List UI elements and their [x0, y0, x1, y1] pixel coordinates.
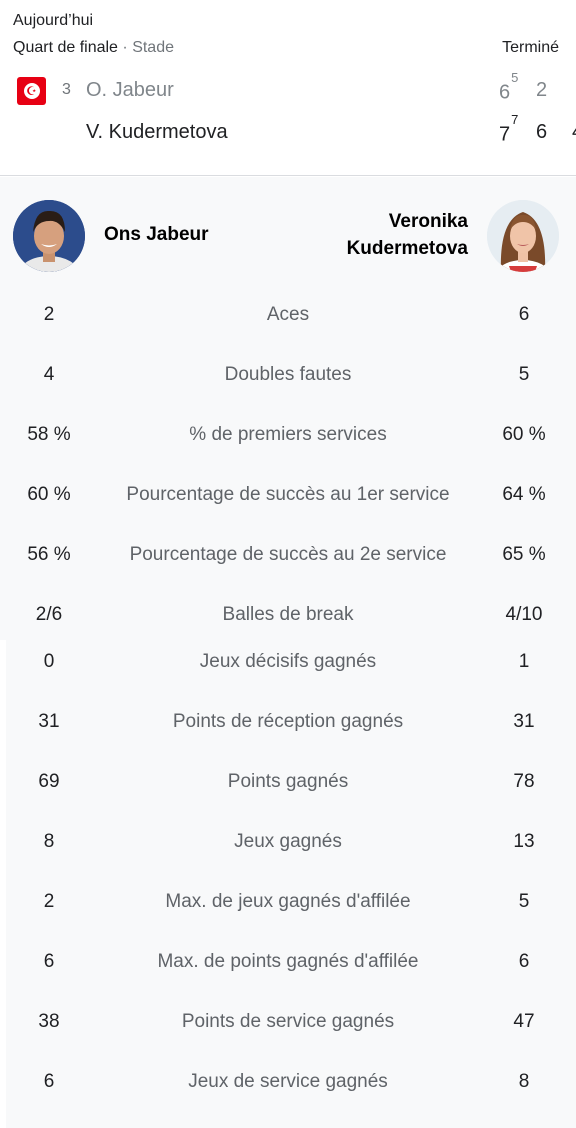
stat-right-value: 8 [518, 1071, 530, 1092]
stat-left-value: 56 % [27, 544, 71, 565]
stat-right-value: 5 [518, 364, 530, 385]
stat-row: 4 Doubles fautes 5 [0, 364, 576, 394]
stat-right-value: 13 [513, 831, 535, 852]
player1-set1-score: 65 [499, 70, 518, 105]
stat-row: 8 Jeux gagnés 13 [0, 831, 576, 861]
player-left-avatar[interactable] [13, 200, 85, 272]
stat-row: 60 % Pourcentage de succès au 1er service… [0, 484, 576, 514]
stat-left-value: 69 [38, 771, 60, 792]
stat-right-value: 78 [513, 771, 535, 792]
separator: · [122, 39, 128, 56]
stat-row: 31 Points de réception gagnés 31 [0, 711, 576, 741]
stat-row: 56 % Pourcentage de succès au 2e service 6… [0, 544, 576, 574]
stat-left-value: 38 [38, 1011, 60, 1032]
stat-right-value: 65 % [502, 544, 546, 565]
stat-label: Pourcentage de succès au 2e service [129, 544, 447, 565]
stat-row: 2 Max. de jeux gagnés d'affilée 5 [0, 891, 576, 921]
player2-set1-score: 77 [499, 112, 518, 147]
stat-left-value: 8 [43, 831, 55, 852]
stat-right-value: 6 [518, 304, 530, 325]
stat-row: 38 Points de service gagnés 47 [0, 1011, 576, 1041]
stat-label: Jeux de service gagnés [188, 1071, 388, 1092]
stat-right-value: 47 [513, 1011, 535, 1032]
stat-label: Aces [266, 304, 310, 325]
stat-right-value: 64 % [502, 484, 546, 505]
player-right-avatar[interactable] [487, 200, 559, 272]
tunisia-flag-icon: ☪ [17, 77, 46, 105]
player-right-name: Veronika Kudermetova [288, 208, 468, 262]
stat-right-value: 5 [518, 891, 530, 912]
stat-row: 2/6 Balles de break 4/10 [0, 604, 576, 634]
player2-set3-score: 4 [572, 121, 576, 144]
stat-label: % de premiers services [189, 424, 387, 445]
stat-right-value: 60 % [502, 424, 546, 445]
player1-set1-games: 6 [499, 81, 511, 104]
player1-set2-score: 2 [536, 79, 548, 101]
stat-left-value: 60 % [27, 484, 71, 505]
stat-label: Balles de break [222, 604, 354, 625]
stats-panel: Ons Jabeur Veronika Kudermetova 2 Aces 6 4 D… [0, 177, 576, 1128]
stat-row: 69 Points gagnés 78 [0, 771, 576, 801]
round-label: Quart de finale [13, 39, 118, 56]
match-status: Terminé [502, 39, 559, 56]
stat-right-value: 6 [518, 951, 530, 972]
stage-label: Stade [132, 39, 174, 56]
stat-label: Points de réception gagnés [172, 711, 404, 732]
player1-set1-tiebreak: 5 [511, 70, 519, 85]
player1-seed: 3 [62, 81, 71, 98]
stat-label: Points gagnés [227, 771, 349, 792]
player-right-first-name: Veronika [388, 211, 468, 232]
match-date: Aujourd’hui [13, 12, 94, 29]
stat-left-value: 2 [43, 304, 55, 325]
stat-left-value: 6 [43, 951, 55, 972]
stat-label: Points de service gagnés [181, 1011, 395, 1032]
stat-left-value: 2 [43, 891, 55, 912]
stat-row: 6 Jeux de service gagnés 8 [0, 1071, 576, 1101]
stat-label: Doubles fautes [224, 364, 352, 385]
player2-set1-games: 7 [499, 123, 511, 146]
avatar-photo-right [487, 200, 559, 272]
stat-right-value: 31 [513, 711, 535, 732]
stat-row: 0 Jeux décisifs gagnés 1 [0, 651, 576, 681]
player1-name: O. Jabeur [86, 79, 174, 101]
stat-left-value: 0 [43, 651, 55, 672]
stat-row: 6 Max. de points gagnés d'affilée 6 [0, 951, 576, 981]
player-right-last-name: Kudermetova [346, 238, 468, 259]
stat-row: 58 % % de premiers services 60 % [0, 424, 576, 454]
stat-label: Pourcentage de succès au 1er service [126, 484, 450, 505]
stat-right-value: 1 [518, 651, 530, 672]
stat-label: Jeux gagnés [234, 831, 342, 852]
stat-row: 2 Aces 6 [0, 304, 576, 334]
stat-label: Max. de jeux gagnés d'affilée [165, 891, 411, 912]
stat-left-value: 58 % [27, 424, 71, 445]
round-line: Quart de finale · Stade [13, 39, 174, 57]
stat-right-value: 4/10 [505, 604, 543, 625]
avatar-photo-left [13, 200, 85, 272]
stat-label: Max. de points gagnés d'affilée [157, 951, 419, 972]
stat-left-value: 6 [43, 1071, 55, 1092]
stat-left-value: 4 [43, 364, 55, 385]
stat-left-value: 31 [38, 711, 60, 732]
player2-set1-tiebreak: 7 [511, 112, 519, 127]
match-card[interactable]: Aujourd’hui Quart de finale · Stade Term… [0, 0, 576, 176]
panel-edge [0, 640, 6, 1128]
stat-left-value: 2/6 [35, 604, 63, 625]
player2-set2-score: 6 [536, 121, 548, 143]
stat-label: Jeux décisifs gagnés [199, 651, 377, 672]
player-left-name: Ons Jabeur [104, 224, 209, 245]
player2-name: V. Kudermetova [86, 121, 228, 143]
